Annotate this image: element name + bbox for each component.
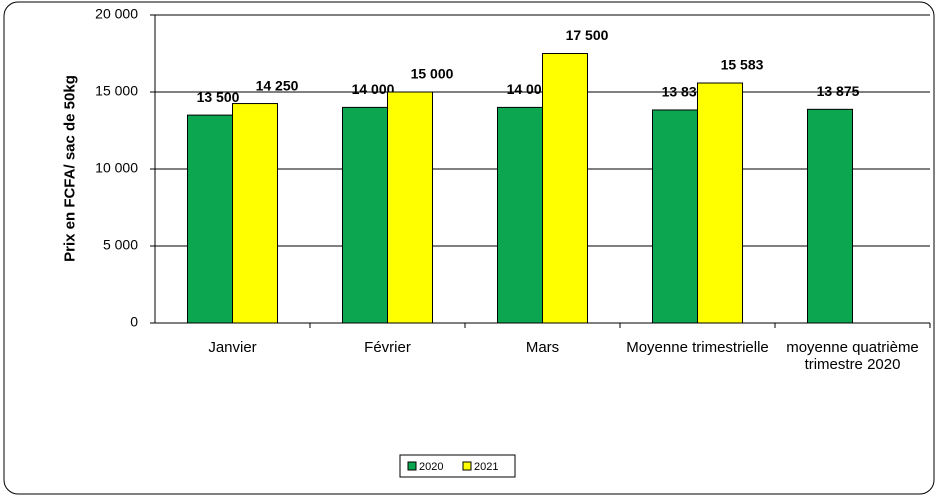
legend-swatch (462, 461, 472, 471)
data-label: 13 833 (662, 84, 705, 100)
bar (652, 109, 698, 324)
bar (342, 106, 388, 324)
legend-label: 2021 (474, 461, 498, 473)
bar (387, 91, 433, 324)
data-label: 13 875 (817, 83, 860, 99)
data-label: 13 500 (197, 89, 240, 105)
legend-label: 2020 (419, 461, 443, 473)
data-label: 14 000 (507, 81, 550, 97)
x-tick-label: Mars (525, 339, 560, 356)
bar (697, 82, 743, 324)
data-label: 15 583 (721, 57, 764, 73)
y-tick-label: 10 000 (95, 160, 138, 176)
bar (187, 114, 233, 324)
bar (232, 103, 278, 324)
legend-box (399, 454, 516, 478)
x-tick-label: Moyenne trimestrielle (626, 339, 769, 356)
y-axis-label: Prix en FCFA/ sac de 50kg (61, 75, 79, 262)
x-tick-label: moyenne quatrième trimestre 2020 (786, 339, 919, 373)
data-label: 14 000 (352, 81, 395, 97)
data-label: 14 250 (256, 77, 299, 93)
data-label: 15 000 (411, 66, 454, 82)
y-tick-label: 20 000 (95, 6, 138, 22)
x-tick-label: Février (364, 339, 411, 356)
data-label: 17 500 (566, 27, 609, 43)
bar (497, 106, 543, 324)
y-tick-label: 5 000 (103, 237, 138, 253)
chart-frame (3, 1, 935, 495)
y-tick-label: 15 000 (95, 83, 138, 99)
y-tick-label: 0 (130, 314, 138, 330)
legend-swatch (407, 461, 417, 471)
x-tick-label: Janvier (208, 339, 257, 356)
bar (807, 108, 853, 324)
bar (542, 53, 588, 324)
